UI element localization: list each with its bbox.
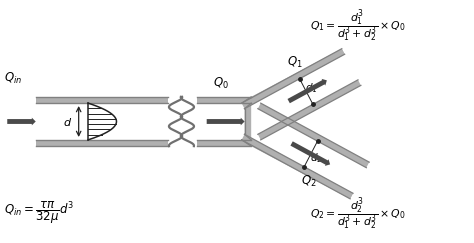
Text: $Q_1$: $Q_1$ [287, 55, 302, 70]
Polygon shape [258, 80, 361, 140]
Text: $Q_{in}=\dfrac{\tau\pi}{32\mu}d^{3}$: $Q_{in}=\dfrac{\tau\pi}{32\mu}d^{3}$ [4, 199, 75, 226]
Polygon shape [258, 103, 369, 168]
Polygon shape [242, 134, 353, 199]
Text: $d_1$: $d_1$ [305, 81, 318, 95]
Polygon shape [245, 49, 353, 199]
Text: $Q_2=\dfrac{d_2^3}{d_1^3+d_2^3}\times Q_0$: $Q_2=\dfrac{d_2^3}{d_1^3+d_2^3}\times Q_… [310, 196, 406, 232]
Text: $Q_1=\dfrac{d_1^3}{d_1^3+d_2^3}\times Q_0$: $Q_1=\dfrac{d_1^3}{d_1^3+d_2^3}\times Q_… [310, 8, 406, 44]
Text: $d$: $d$ [63, 115, 72, 128]
Text: $Q_{in}$: $Q_{in}$ [4, 71, 23, 86]
Polygon shape [242, 49, 345, 109]
Text: $d_2$: $d_2$ [310, 151, 322, 165]
Text: $Q_2$: $Q_2$ [301, 174, 316, 189]
Text: $Q_0$: $Q_0$ [212, 76, 228, 91]
